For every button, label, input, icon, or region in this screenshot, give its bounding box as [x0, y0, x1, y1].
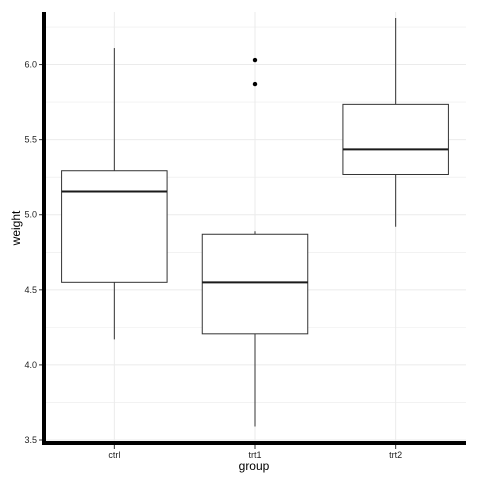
y-axis-title: weight	[9, 210, 23, 246]
box-series	[61, 18, 449, 427]
box-iqr	[61, 170, 168, 283]
y-tick-label: 3.5	[24, 435, 37, 445]
box-iqr	[201, 233, 309, 335]
x-tick-label: ctrl	[108, 450, 120, 460]
box-trt1	[201, 57, 309, 427]
box-trt2	[342, 18, 449, 227]
y-tick-label: 5.0	[24, 210, 37, 220]
x-axis-title: group	[239, 459, 270, 473]
box-ctrl	[61, 48, 168, 340]
x-tick-label: trt2	[389, 450, 402, 460]
y-tick-label: 4.0	[24, 360, 37, 370]
y-tick-label: 6.0	[24, 60, 37, 70]
y-tick-label: 5.5	[24, 135, 37, 145]
axes: 3.5 4.0 4.5 5.0 5.5 6.0 ctrl trt1 trt2	[24, 12, 466, 460]
x-tick-label: trt1	[248, 450, 261, 460]
y-tick-label: 4.5	[24, 285, 37, 295]
outlier-point	[252, 57, 258, 63]
outlier-point	[252, 81, 258, 87]
box-iqr	[342, 103, 449, 175]
